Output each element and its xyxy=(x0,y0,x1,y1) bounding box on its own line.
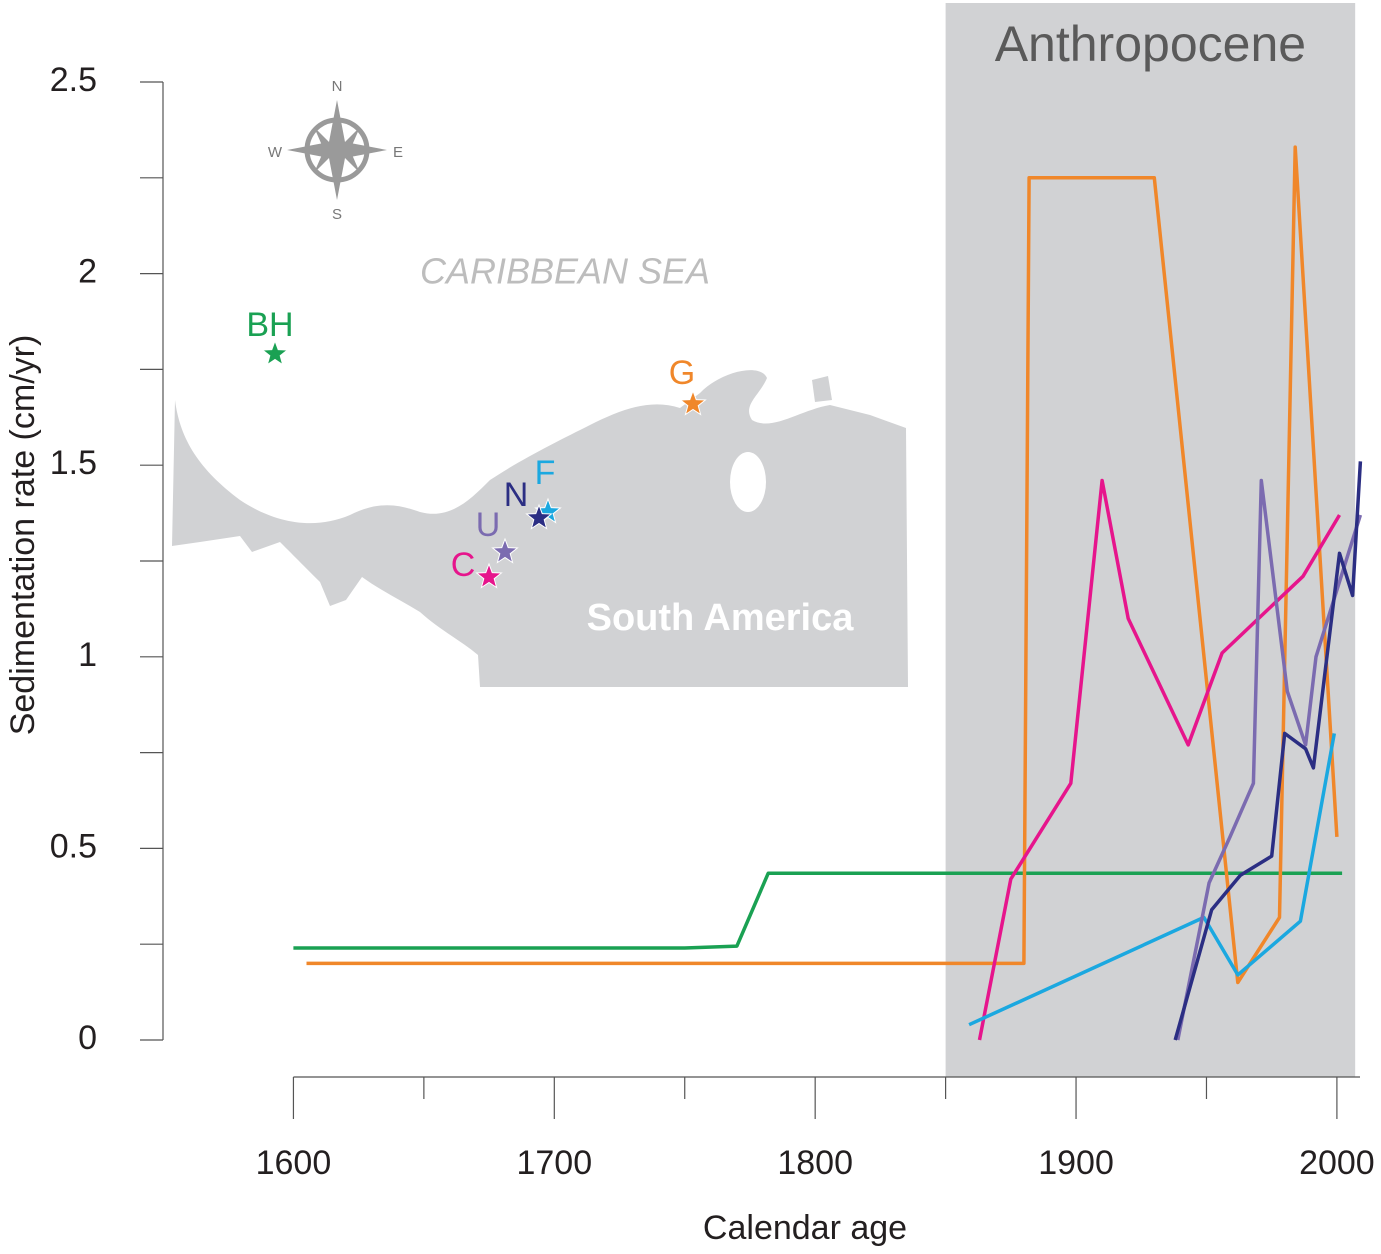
compass-label: S xyxy=(332,206,342,223)
site-label: U xyxy=(476,506,501,544)
site-marker xyxy=(261,339,289,366)
y-tick-label: 2.5 xyxy=(50,61,97,99)
compass xyxy=(287,100,387,200)
y-axis-title: Sedimentation rate (cm/yr) xyxy=(4,335,42,736)
compass-label: W xyxy=(268,144,283,161)
site-label: G xyxy=(669,354,695,392)
landmass xyxy=(172,370,908,687)
x-tick-label: 1800 xyxy=(777,1144,853,1182)
site-label: C xyxy=(451,546,476,584)
site-label: BH xyxy=(246,306,293,344)
lake xyxy=(730,452,766,512)
site-label: F xyxy=(535,454,556,492)
y-tick-label: 2 xyxy=(78,253,97,291)
site-marker xyxy=(491,537,519,564)
site-label: N xyxy=(504,476,529,514)
series-line xyxy=(293,871,1343,950)
y-tick-label: 0.5 xyxy=(50,827,97,865)
map-inset: N E S W CARIBBEAN SEA South America BH G C… xyxy=(172,78,908,687)
series-line xyxy=(968,733,1337,1027)
sea-label: CARIBBEAN SEA xyxy=(420,251,710,292)
x-axis-title: Calendar age xyxy=(703,1209,907,1247)
x-tick-label: 2000 xyxy=(1299,1144,1375,1182)
x-tick-label: 1600 xyxy=(256,1144,332,1182)
series-line xyxy=(1173,461,1363,1041)
region-label: Anthropocene xyxy=(995,16,1306,72)
x-tick-label: 1700 xyxy=(516,1144,592,1182)
series-line xyxy=(1176,478,1363,1041)
land-label: South America xyxy=(587,597,855,639)
y-tick-label: 1.5 xyxy=(50,444,97,482)
island xyxy=(812,376,832,402)
compass-label: E xyxy=(393,144,403,161)
y-tick-label: 0 xyxy=(78,1019,97,1057)
x-tick-label: 1900 xyxy=(1038,1144,1114,1182)
site-marker xyxy=(525,503,553,530)
y-tick-label: 1 xyxy=(78,636,97,674)
series-line xyxy=(306,145,1339,985)
site-marker xyxy=(679,389,707,416)
compass-label: N xyxy=(332,78,343,95)
site-marker xyxy=(475,562,503,589)
